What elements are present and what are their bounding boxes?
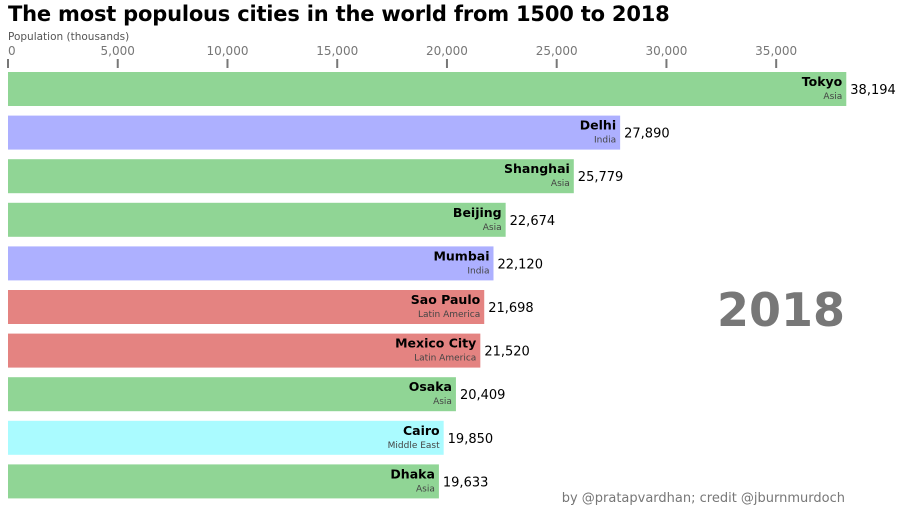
bar-group-label: Latin America <box>418 310 480 320</box>
x-tick-label: 30,000 <box>645 44 687 58</box>
x-axis-label: Population (thousands) <box>8 31 130 43</box>
bar-value-label: 25,779 <box>578 170 624 185</box>
bar-city-label: Sao Paulo <box>411 292 481 307</box>
bar-value-label: 27,890 <box>624 127 670 142</box>
bar <box>8 246 494 281</box>
bar <box>8 377 456 412</box>
bar-city-label: Beijing <box>453 205 502 220</box>
bar <box>8 202 506 237</box>
credit-text: by @pratapvardhan; credit @jburnmurdoch <box>561 491 845 506</box>
x-tick-label: 35,000 <box>755 44 797 58</box>
bar-group-label: India <box>467 266 489 276</box>
x-tick-label: 25,000 <box>536 44 578 58</box>
x-tick-label: 15,000 <box>316 44 358 58</box>
bar-group-label: Latin America <box>414 354 476 364</box>
chart-title: The most populous cities in the world fr… <box>8 2 670 26</box>
bar-value-label: 21,698 <box>488 301 534 316</box>
bar-group-label: Asia <box>416 484 435 494</box>
bar <box>8 159 574 194</box>
bar-group-label: India <box>594 136 616 146</box>
bar <box>8 115 621 150</box>
bar-city-label: Cairo <box>403 423 440 438</box>
bar-group-label: Asia <box>433 397 452 407</box>
year-label: 2018 <box>716 283 845 337</box>
bar-city-label: Shanghai <box>504 161 570 176</box>
bar-city-label: Delhi <box>580 118 616 133</box>
bar <box>8 420 444 455</box>
x-tick-label: 20,000 <box>426 44 468 58</box>
bar-city-label: Mumbai <box>433 248 489 263</box>
bar-value-label: 19,850 <box>448 432 494 447</box>
bar-city-label: Tokyo <box>802 74 843 89</box>
bar-group-label: Asia <box>483 223 502 233</box>
bar-value-label: 21,520 <box>484 345 530 360</box>
bar-city-label: Osaka <box>409 379 452 394</box>
x-tick-label: 0 <box>8 44 16 58</box>
bar-value-label: 22,120 <box>497 257 543 272</box>
bar-city-label: Mexico City <box>395 336 476 351</box>
x-tick-label: 10,000 <box>206 44 248 58</box>
bar-group-label: Asia <box>551 179 570 189</box>
bar <box>8 333 481 368</box>
x-tick-label: 5,000 <box>101 44 135 58</box>
bar-group-label: Asia <box>823 92 842 102</box>
bar-city-label: Dhaka <box>390 466 434 481</box>
bar <box>8 464 439 499</box>
bar-group-label: Middle East <box>388 441 440 451</box>
bar-value-label: 22,674 <box>510 214 556 229</box>
bar-value-label: 20,409 <box>460 388 506 403</box>
bar <box>8 72 847 106</box>
bar <box>8 290 485 324</box>
bar-value-label: 38,194 <box>850 83 896 98</box>
bar-value-label: 19,633 <box>443 475 489 490</box>
